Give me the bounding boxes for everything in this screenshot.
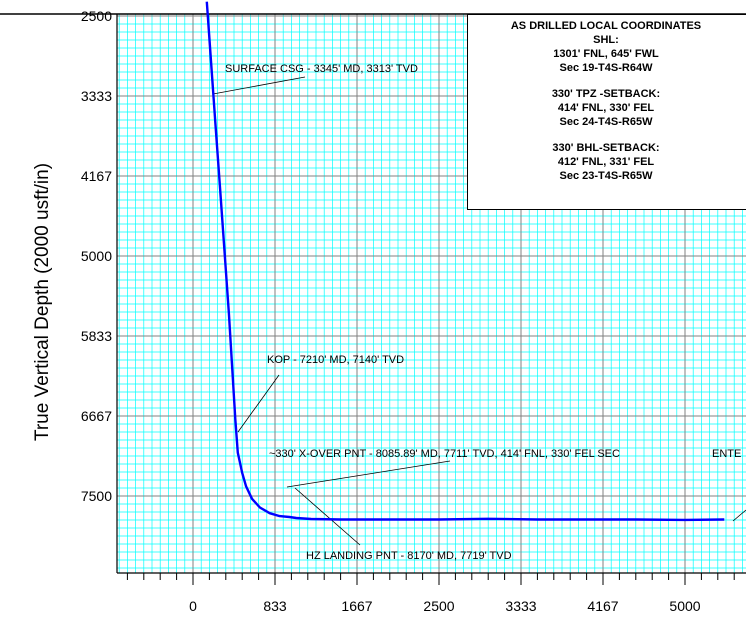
annotation-leader-line bbox=[732, 509, 746, 522]
y-tick-label: 5833 bbox=[81, 328, 112, 344]
annotation-label: KOP - 7210' MD, 7140' TVD bbox=[267, 354, 404, 366]
annotation-label: HZ LANDING PNT - 8170' MD, 7719' TVD bbox=[306, 550, 512, 562]
y-axis-label: True Vertical Depth (2000 usft/in) bbox=[32, 163, 53, 441]
info-line: 414' FNL, 330' FEL bbox=[557, 102, 655, 114]
x-tick-label: 833 bbox=[263, 598, 287, 614]
info-line: AS DRILLED LOCAL COORDINATES bbox=[510, 20, 702, 32]
y-tick-label: 2500 bbox=[81, 8, 112, 24]
series-group bbox=[205, 1, 725, 522]
x-tick-label: 5000 bbox=[669, 598, 700, 614]
annotation-leader-line bbox=[237, 374, 280, 433]
x-tick-label: 4167 bbox=[587, 598, 618, 614]
annotation-leaders bbox=[212, 76, 746, 546]
annotation-label: ~330' X-OVER PNT - 8085.89' MD, 7711' TV… bbox=[269, 448, 620, 460]
x-tick-label: 3333 bbox=[505, 598, 536, 614]
annotations: SURFACE CSG - 3345' MD, 3313' TVD KOP - 7… bbox=[225, 63, 741, 562]
annotation-leader-line bbox=[212, 76, 306, 95]
x-tick-labels: 08331667250033334167500058 bbox=[189, 598, 701, 614]
annotation-leader-line bbox=[286, 460, 451, 488]
annotation-label: ENTE bbox=[712, 448, 741, 460]
y-tick-label: 7500 bbox=[81, 488, 112, 504]
info-block-bhl: 330' BHL-SETBACK: 412' FNL, 331' FEL Sec… bbox=[468, 141, 746, 183]
info-line: Sec 19-T4S-R64W bbox=[559, 62, 653, 74]
info-line: 330' TPZ -SETBACK: bbox=[551, 88, 661, 100]
y-tick-label: 5000 bbox=[81, 248, 112, 264]
info-line: 1301' FNL, 645' FWL bbox=[553, 48, 659, 60]
y-tick-labels: 2500 3333 4167 5000 5833 6667 7500 bbox=[81, 8, 112, 504]
y-tick-label: 4167 bbox=[81, 168, 112, 184]
info-line: Sec 24-T4S-R65W bbox=[559, 116, 653, 128]
x-tick-label: 0 bbox=[189, 598, 197, 614]
x-tick-label: 2500 bbox=[423, 598, 454, 614]
coordinates-info-box: AS DRILLED LOCAL COORDINATES SHL: 1301' … bbox=[467, 14, 746, 210]
info-block-tpz: 330' TPZ -SETBACK: 414' FNL, 330' FEL Se… bbox=[468, 87, 746, 129]
info-line: SHL: bbox=[593, 34, 619, 46]
info-block-shl: AS DRILLED LOCAL COORDINATES SHL: 1301' … bbox=[468, 19, 746, 75]
y-tick-label: 3333 bbox=[81, 88, 112, 104]
x-tick-label: 1667 bbox=[341, 598, 372, 614]
info-line: Sec 23-T4S-R65W bbox=[559, 170, 653, 182]
axis-ticks bbox=[126, 573, 735, 585]
annotation-leader-line bbox=[294, 487, 361, 546]
y-tick-label: 6667 bbox=[81, 408, 112, 424]
wellbore-trajectory-line bbox=[205, 1, 725, 522]
info-line: 330' BHL-SETBACK: bbox=[552, 142, 660, 154]
info-line: 412' FNL, 331' FEL bbox=[557, 156, 655, 168]
annotation-label: SURFACE CSG - 3345' MD, 3313' TVD bbox=[225, 63, 418, 75]
